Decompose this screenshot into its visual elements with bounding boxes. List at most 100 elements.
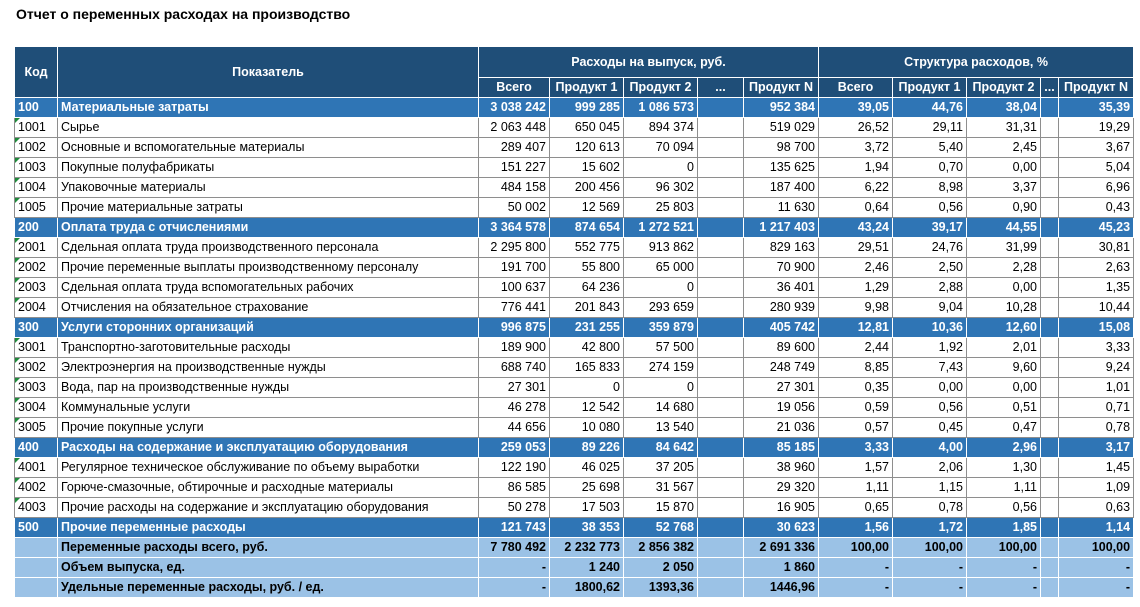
value-cell: 1,15	[892, 477, 967, 498]
value-cell: 1 240	[549, 557, 624, 578]
value-cell: 1,56	[818, 517, 893, 538]
value-cell: 2,06	[892, 457, 967, 478]
value-cell: 0	[623, 277, 698, 298]
indicator-cell: Сырье	[57, 117, 479, 138]
value-cell: 0,45	[892, 417, 967, 438]
value-cell: 30 623	[743, 517, 819, 538]
value-cell: 0	[623, 157, 698, 178]
code-cell: 3004	[14, 397, 58, 418]
ellipsis-cell	[697, 577, 744, 598]
value-cell: 52 768	[623, 517, 698, 538]
value-cell: 19,29	[1057, 117, 1135, 138]
table-row: 4002 Горюче-смазочные, обтирочные и расхо…	[14, 477, 1135, 498]
value-cell: 0,51	[966, 397, 1041, 418]
value-cell: 16 905	[743, 497, 819, 518]
value-cell: 29,11	[892, 117, 967, 138]
value-cell: 1,92	[892, 337, 967, 358]
header-cell: Код	[14, 46, 58, 98]
ellipsis-cell	[1040, 237, 1059, 258]
indicator-cell: Прочие переменные расходы	[57, 517, 479, 538]
value-cell: 2,96	[966, 437, 1041, 458]
value-cell: 24,76	[892, 237, 967, 258]
value-cell: -	[1057, 577, 1135, 598]
code-cell	[14, 577, 58, 598]
value-cell: 0	[549, 377, 624, 398]
table-row: 1004 Упаковочные материалы 484 158 200 456 9…	[14, 177, 1135, 198]
value-cell: 1393,36	[623, 577, 698, 598]
value-cell: 4,00	[892, 437, 967, 458]
indicator-cell: Услуги сторонних организаций	[57, 317, 479, 338]
value-cell: 9,04	[892, 297, 967, 318]
ellipsis-cell	[1040, 157, 1059, 178]
value-cell: 25 698	[549, 477, 624, 498]
value-cell: 2 063 448	[478, 117, 550, 138]
value-cell: 19 056	[743, 397, 819, 418]
table-row: 3005 Прочие покупные услуги 44 656 10 080 13…	[14, 417, 1135, 438]
table-body: 100 Материальные затраты 3 038 242 999 285 1…	[14, 97, 1135, 598]
code-cell: 2001	[14, 237, 58, 258]
header-cell: Показатель	[57, 46, 479, 98]
value-cell: 5,04	[1057, 157, 1135, 178]
ellipsis-cell	[1040, 557, 1059, 578]
indicator-cell: Упаковочные материалы	[57, 177, 479, 198]
value-cell: 0,56	[892, 197, 967, 218]
column-header: Продукт 1	[892, 77, 967, 98]
value-cell: 25 803	[623, 197, 698, 218]
ellipsis-cell	[697, 217, 744, 238]
value-cell: 3,37	[966, 177, 1041, 198]
value-cell: 405 742	[743, 317, 819, 338]
ellipsis-cell	[1040, 477, 1059, 498]
value-cell: 1,11	[966, 477, 1041, 498]
value-cell: 15 602	[549, 157, 624, 178]
value-cell: 1,57	[818, 457, 893, 478]
code-cell: 1001	[14, 117, 58, 138]
value-cell: 10 080	[549, 417, 624, 438]
value-cell: 248 749	[743, 357, 819, 378]
ellipsis-cell	[1040, 437, 1059, 458]
value-cell: 38,04	[966, 97, 1041, 118]
value-cell: 0,56	[892, 397, 967, 418]
value-cell: 0,78	[892, 497, 967, 518]
value-cell: 2,44	[818, 337, 893, 358]
value-cell: 27 301	[743, 377, 819, 398]
ellipsis-cell	[1040, 197, 1059, 218]
value-cell: 12,81	[818, 317, 893, 338]
code-cell: 200	[14, 217, 58, 238]
value-cell: 31,99	[966, 237, 1041, 258]
value-cell: 519 029	[743, 117, 819, 138]
value-cell: 11 630	[743, 197, 819, 218]
value-cell: 0,64	[818, 197, 893, 218]
value-cell: 996 875	[478, 317, 550, 338]
indicator-cell: Отчисления на обязательное страхование	[57, 297, 479, 318]
ellipsis-cell	[697, 97, 744, 118]
table-row: Переменные расходы всего, руб. 7 780 492 2…	[14, 537, 1135, 558]
table-row: 3002 Электроэнергия на производственные н…	[14, 357, 1135, 378]
value-cell: 2,01	[966, 337, 1041, 358]
ellipsis-cell	[1040, 417, 1059, 438]
ellipsis-cell	[697, 157, 744, 178]
value-cell: 1,94	[818, 157, 893, 178]
table-row: 500 Прочие переменные расходы 121 743 38 35…	[14, 517, 1135, 538]
value-cell: 13 540	[623, 417, 698, 438]
value-cell: 50 278	[478, 497, 550, 518]
code-cell: 2004	[14, 297, 58, 318]
value-cell: 35,39	[1057, 97, 1135, 118]
value-cell: 201 843	[549, 297, 624, 318]
value-cell: -	[892, 557, 967, 578]
value-cell: 2,28	[966, 257, 1041, 278]
table-row: 200 Оплата труда с отчислениями 3 364 578 8…	[14, 217, 1135, 238]
value-cell: 0,00	[966, 377, 1041, 398]
indicator-cell: Переменные расходы всего, руб.	[57, 537, 479, 558]
table-row: 3001 Транспортно-заготовительные расходы 1…	[14, 337, 1135, 358]
column-header: ...	[1040, 77, 1059, 98]
value-cell: 12 569	[549, 197, 624, 218]
table-row: 1005 Прочие материальные затраты 50 002 12 …	[14, 197, 1135, 218]
ellipsis-cell	[1040, 517, 1059, 538]
value-cell: 37 205	[623, 457, 698, 478]
indicator-cell: Прочие расходы на содержание и эксплуата…	[57, 497, 479, 518]
column-header: Всего	[478, 77, 550, 98]
value-cell: 55 800	[549, 257, 624, 278]
indicator-cell: Удельные переменные расходы, руб. / ед.	[57, 577, 479, 598]
indicator-cell: Транспортно-заготовительные расходы	[57, 337, 479, 358]
indicator-cell: Материальные затраты	[57, 97, 479, 118]
